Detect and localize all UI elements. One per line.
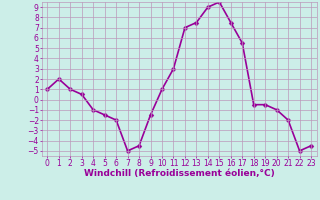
- X-axis label: Windchill (Refroidissement éolien,°C): Windchill (Refroidissement éolien,°C): [84, 169, 275, 178]
